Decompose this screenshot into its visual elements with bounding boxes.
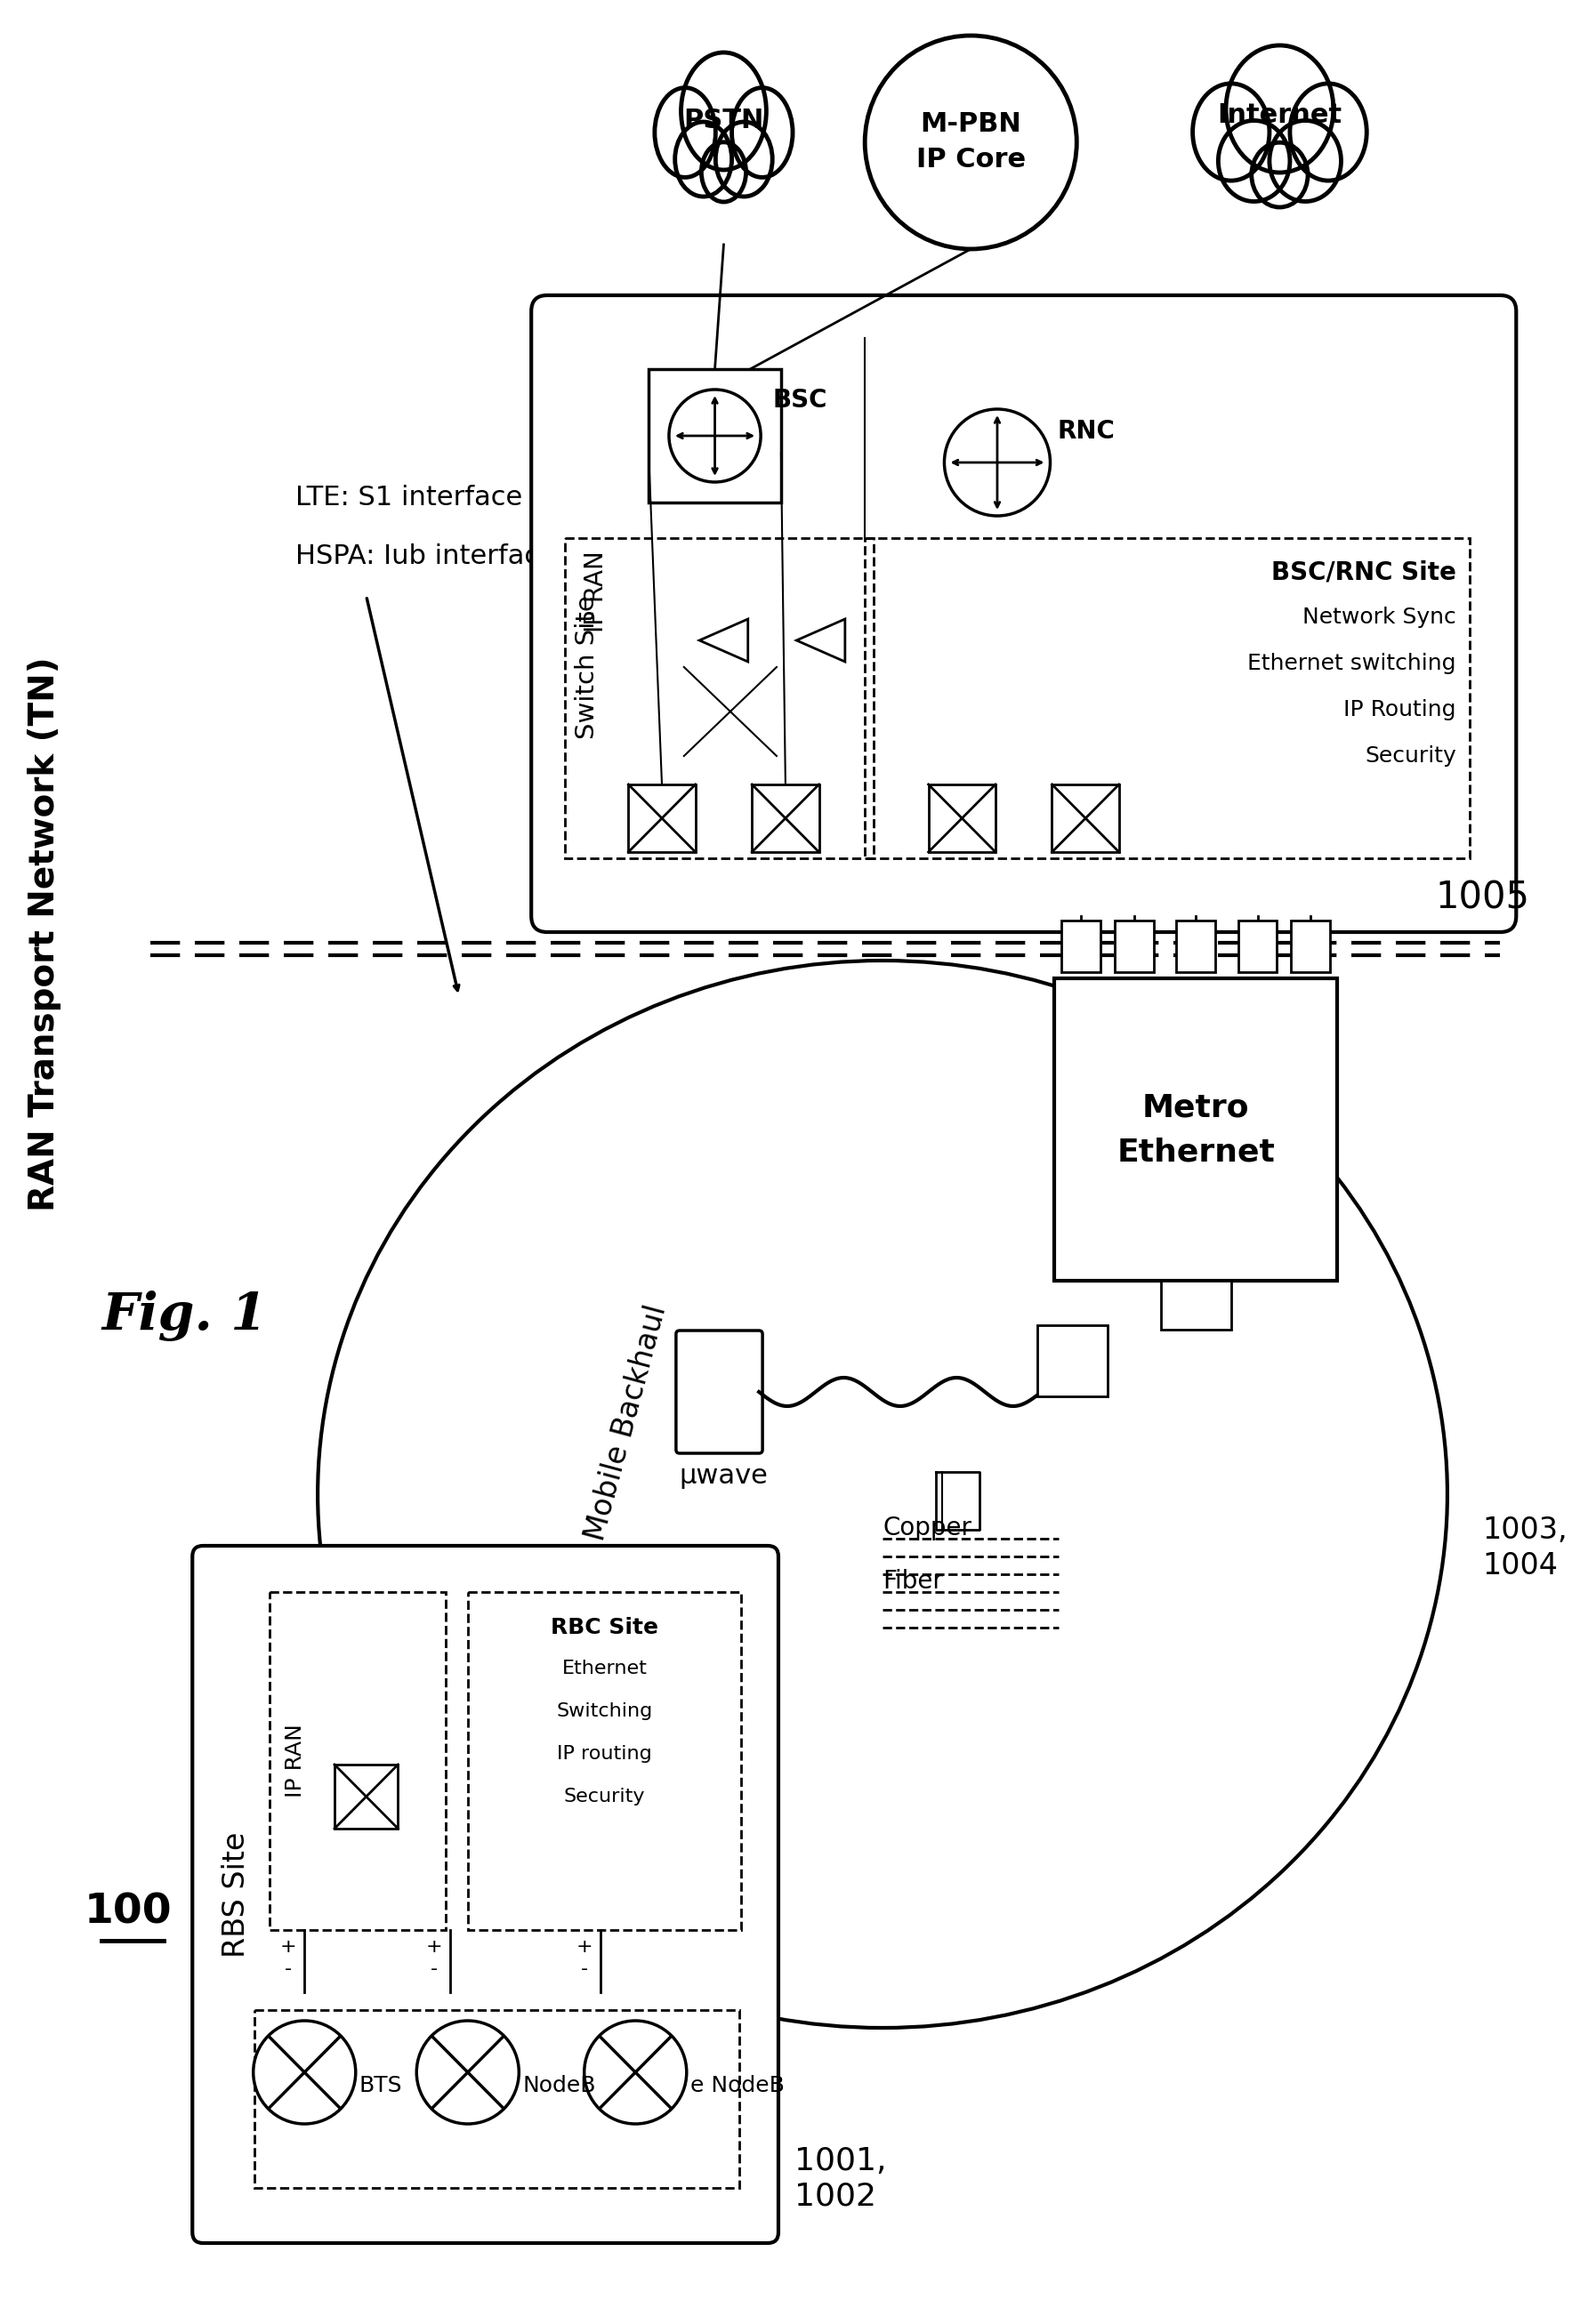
Text: Security: Security	[1364, 746, 1456, 767]
Ellipse shape	[1289, 84, 1367, 181]
Bar	[565, 539, 873, 858]
Circle shape	[945, 409, 1050, 516]
Text: 1003,: 1003,	[1483, 1515, 1567, 1545]
Ellipse shape	[702, 142, 746, 202]
Text: IP Routing: IP Routing	[1343, 700, 1456, 720]
Text: Ethernet: Ethernet	[1116, 1136, 1275, 1167]
Text: 1002: 1002	[794, 2182, 877, 2212]
Text: BSC/RNC Site: BSC/RNC Site	[1272, 560, 1456, 586]
Text: Internet: Internet	[1218, 102, 1342, 128]
Ellipse shape	[1226, 46, 1334, 172]
Text: IP Core: IP Core	[916, 146, 1026, 172]
Bar	[1239, 920, 1277, 971]
Circle shape	[669, 390, 761, 481]
Text: -: -	[581, 1959, 588, 1978]
Bar	[629, 786, 696, 853]
Ellipse shape	[1218, 121, 1289, 202]
Text: Fiber: Fiber	[883, 1569, 943, 1594]
Bar	[270, 1592, 446, 1929]
Bar	[929, 786, 996, 853]
Text: Network Sync: Network Sync	[1302, 607, 1456, 627]
Text: 1004: 1004	[1483, 1550, 1558, 1580]
Bar	[648, 370, 781, 502]
Text: Fig. 1: Fig. 1	[102, 1290, 267, 1341]
Text: Ethernet switching: Ethernet switching	[1248, 653, 1456, 674]
Text: NodeB: NodeB	[522, 2075, 596, 2096]
Text: LTE: S1 interface: LTE: S1 interface	[295, 486, 522, 511]
Bar	[1037, 1325, 1107, 1397]
Text: Security: Security	[564, 1787, 645, 1806]
Bar	[468, 1592, 742, 1929]
Text: IP RAN: IP RAN	[583, 551, 608, 632]
Bar	[1054, 978, 1337, 1281]
Bar	[335, 1764, 399, 1829]
Ellipse shape	[627, 53, 819, 223]
Text: PSTN: PSTN	[683, 107, 764, 132]
FancyBboxPatch shape	[676, 1332, 762, 1452]
Ellipse shape	[1193, 84, 1269, 181]
Ellipse shape	[732, 88, 792, 177]
Text: Copper: Copper	[883, 1515, 972, 1541]
Bar	[1291, 920, 1331, 971]
Text: Metro: Metro	[1142, 1092, 1250, 1122]
Text: 1001,: 1001,	[794, 2145, 886, 2175]
Text: -: -	[284, 1959, 292, 1978]
Text: 100: 100	[84, 1892, 172, 1931]
Text: e NodeB: e NodeB	[691, 2075, 784, 2096]
FancyBboxPatch shape	[192, 1545, 778, 2243]
Bar	[1115, 920, 1153, 971]
Text: -: -	[430, 1959, 438, 1978]
Text: BTS: BTS	[359, 2075, 402, 2096]
Text: M-PBN: M-PBN	[919, 112, 1021, 137]
Text: +: +	[426, 1938, 443, 1957]
Text: IP routing: IP routing	[557, 1745, 653, 1764]
Circle shape	[416, 2020, 519, 2124]
Text: RBC Site: RBC Site	[551, 1618, 659, 1638]
Text: Mobile Backhaul: Mobile Backhaul	[581, 1301, 672, 1543]
Bar	[1051, 786, 1120, 853]
Text: 1005: 1005	[1436, 878, 1529, 918]
Bar	[1161, 1281, 1231, 1329]
Text: Ethernet: Ethernet	[562, 1659, 648, 1678]
Ellipse shape	[1269, 121, 1342, 202]
Ellipse shape	[716, 121, 772, 198]
Ellipse shape	[318, 960, 1447, 2029]
Ellipse shape	[1158, 46, 1401, 230]
Ellipse shape	[654, 88, 716, 177]
Text: HSPA: Iub interface: HSPA: Iub interface	[295, 544, 556, 569]
Bar	[1062, 920, 1100, 971]
Bar	[254, 2010, 740, 2187]
Text: Switch Site: Switch Site	[575, 595, 599, 739]
Circle shape	[584, 2020, 686, 2124]
Text: RBS Site: RBS Site	[222, 1831, 251, 1957]
Text: +: +	[281, 1938, 297, 1957]
Text: IP RAN: IP RAN	[284, 1724, 306, 1799]
Text: Switching: Switching	[556, 1701, 653, 1720]
Polygon shape	[797, 618, 845, 662]
Bar	[865, 539, 1469, 858]
Ellipse shape	[1251, 142, 1309, 207]
Bar	[753, 786, 819, 853]
Circle shape	[254, 2020, 356, 2124]
FancyBboxPatch shape	[532, 295, 1517, 932]
Bar	[1177, 920, 1215, 971]
Text: +: +	[576, 1938, 592, 1957]
Polygon shape	[699, 618, 748, 662]
Text: μwave: μwave	[680, 1464, 769, 1490]
Text: RNC: RNC	[1058, 418, 1115, 444]
Ellipse shape	[675, 121, 732, 198]
Text: RAN Transport Network (TN): RAN Transport Network (TN)	[27, 658, 60, 1211]
Text: BSC: BSC	[772, 388, 827, 414]
Ellipse shape	[681, 53, 767, 170]
Ellipse shape	[865, 35, 1077, 249]
